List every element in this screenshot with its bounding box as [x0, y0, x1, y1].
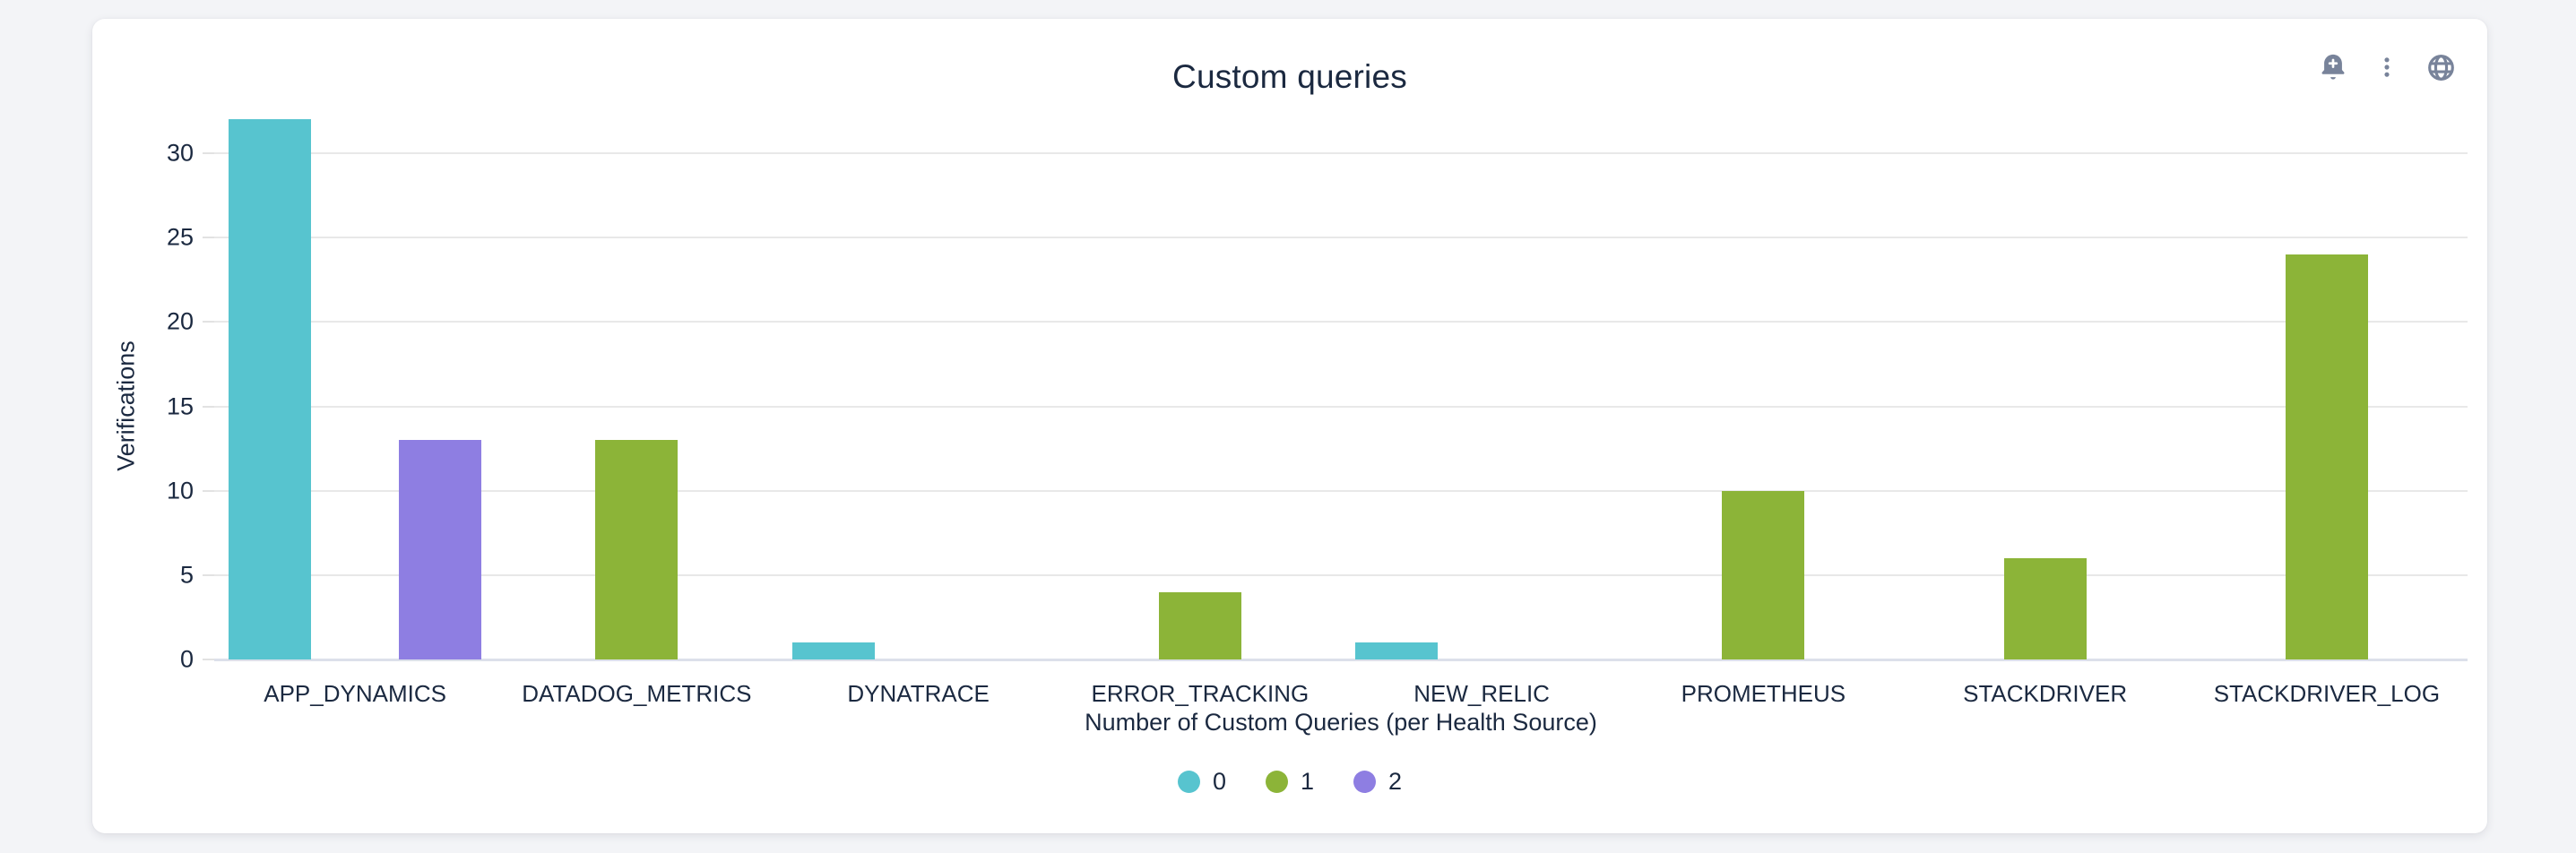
x-category-label: STACKDRIVER — [1963, 680, 2128, 707]
y-tick-mark-10 — [203, 489, 214, 492]
legend-label-0: 0 — [1212, 768, 1226, 795]
bar-DYNATRACE-series-0[interactable] — [791, 642, 875, 659]
bar-STACKDRIVER-series-1[interactable] — [2003, 558, 2087, 659]
chart-title: Custom queries — [1172, 58, 1407, 95]
bar-PROMETHEUS-series-1[interactable] — [1722, 490, 1805, 659]
x-category-label: ERROR_TRACKING — [1091, 680, 1310, 707]
bar-DATADOG_METRICS-series-1[interactable] — [595, 440, 679, 659]
legend-label-1: 1 — [1300, 768, 1315, 795]
bell-plus-icon[interactable] — [2317, 51, 2349, 83]
plot-area: Verifications Number of Custom Queries (… — [92, 19, 2487, 833]
y-tick-mark-5 — [203, 573, 214, 576]
gridline-10 — [214, 489, 2468, 492]
globe-icon[interactable] — [2425, 51, 2457, 83]
y-tick-label: 25 — [166, 223, 194, 251]
y-tick-mark-25 — [203, 237, 214, 239]
y-tick-mark-0 — [203, 659, 214, 660]
bar-APP_DYNAMICS-series-2[interactable] — [399, 440, 482, 659]
legend-item-2[interactable]: 2 — [1353, 768, 1402, 796]
gridline-20 — [214, 321, 2468, 323]
y-tick-label: 5 — [179, 561, 194, 589]
chart-legend: 0 1 2 — [92, 768, 2487, 796]
y-tick-mark-15 — [203, 405, 214, 408]
y-tick-label: 30 — [166, 139, 194, 167]
gridline-30 — [214, 152, 2468, 155]
y-tick-mark-20 — [203, 321, 214, 323]
gridline-15 — [214, 405, 2468, 408]
gridline-25 — [214, 237, 2468, 239]
x-category-label: PROMETHEUS — [1681, 680, 1846, 707]
y-tick-label: 0 — [179, 645, 194, 673]
y-tick-mark-30 — [203, 152, 214, 155]
legend-swatch-1 — [1265, 771, 1288, 793]
x-category-label: DATADOG_METRICS — [522, 680, 752, 707]
chart-panel: Custom queries Verifications Number of C… — [92, 19, 2487, 833]
legend-swatch-0 — [1177, 771, 1200, 793]
x-category-label: APP_DYNAMICS — [264, 680, 446, 707]
gridline-0 — [214, 659, 2468, 661]
x-axis-title: Number of Custom Queries (per Health Sou… — [1085, 709, 1597, 736]
x-category-label: STACKDRIVER_LOG — [2213, 680, 2441, 707]
y-tick-label: 15 — [166, 392, 194, 420]
x-category-label: NEW_RELIC — [1413, 680, 1550, 707]
bar-STACKDRIVER_LOG-series-1[interactable] — [2285, 254, 2368, 659]
x-category-label: DYNATRACE — [847, 680, 990, 707]
legend-swatch-2 — [1353, 771, 1377, 793]
legend-label-2: 2 — [1388, 768, 1403, 795]
y-tick-label: 10 — [166, 477, 194, 504]
legend-item-1[interactable]: 1 — [1265, 768, 1315, 796]
legend-item-0[interactable]: 0 — [1177, 768, 1226, 796]
gridline-5 — [214, 573, 2468, 576]
y-tick-label: 20 — [166, 307, 194, 335]
kebab-menu-icon[interactable] — [2371, 51, 2403, 83]
bar-NEW_RELIC-series-0[interactable] — [1355, 642, 1439, 659]
panel-actions — [2317, 51, 2457, 83]
bar-ERROR_TRACKING-series-1[interactable] — [1158, 591, 1241, 659]
bar-APP_DYNAMICS-series-0[interactable] — [229, 119, 312, 659]
